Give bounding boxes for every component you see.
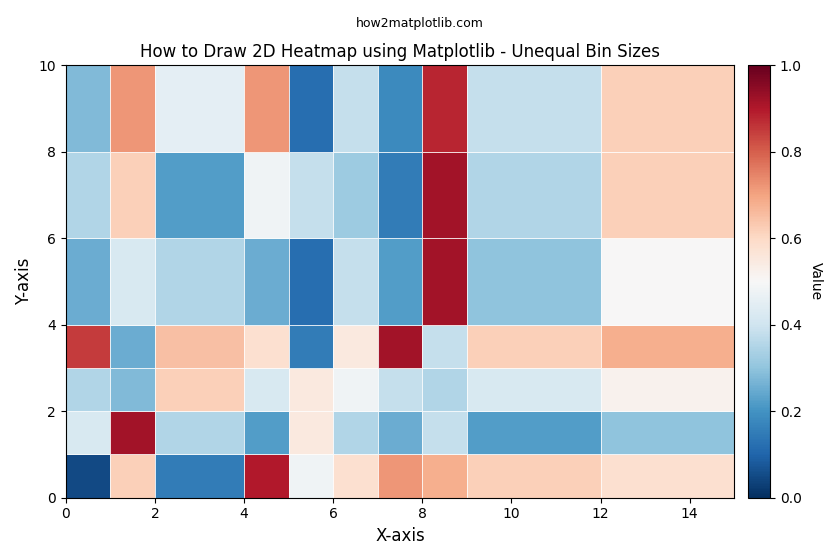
- Bar: [378, 455, 423, 498]
- Bar: [111, 152, 155, 239]
- Bar: [111, 66, 155, 152]
- Bar: [66, 325, 111, 368]
- Bar: [333, 239, 378, 325]
- Bar: [423, 66, 467, 152]
- Bar: [155, 239, 244, 325]
- Bar: [244, 66, 289, 152]
- Bar: [66, 455, 111, 498]
- Bar: [289, 152, 333, 239]
- Bar: [423, 455, 467, 498]
- Bar: [601, 368, 734, 411]
- Bar: [66, 368, 111, 411]
- Bar: [111, 239, 155, 325]
- Bar: [244, 368, 289, 411]
- Bar: [601, 152, 734, 239]
- Bar: [378, 152, 423, 239]
- Bar: [66, 411, 111, 455]
- Bar: [244, 152, 289, 239]
- Bar: [155, 66, 244, 152]
- Y-axis label: Y-axis: Y-axis: [15, 258, 33, 305]
- Bar: [333, 66, 378, 152]
- Bar: [244, 239, 289, 325]
- Bar: [467, 325, 601, 368]
- Bar: [378, 368, 423, 411]
- Bar: [66, 152, 111, 239]
- Bar: [155, 411, 244, 455]
- Bar: [467, 239, 601, 325]
- X-axis label: X-axis: X-axis: [375, 527, 425, 545]
- Bar: [244, 411, 289, 455]
- Bar: [289, 66, 333, 152]
- Bar: [289, 325, 333, 368]
- Bar: [601, 325, 734, 368]
- Bar: [467, 152, 601, 239]
- Bar: [289, 411, 333, 455]
- Bar: [601, 66, 734, 152]
- Bar: [155, 455, 244, 498]
- Bar: [66, 66, 111, 152]
- Bar: [289, 455, 333, 498]
- Bar: [289, 368, 333, 411]
- Bar: [423, 239, 467, 325]
- Bar: [601, 455, 734, 498]
- Bar: [244, 325, 289, 368]
- Bar: [423, 411, 467, 455]
- Y-axis label: Value: Value: [809, 263, 822, 301]
- Bar: [155, 368, 244, 411]
- Bar: [378, 239, 423, 325]
- Bar: [467, 411, 601, 455]
- Bar: [333, 455, 378, 498]
- Bar: [601, 239, 734, 325]
- Bar: [333, 411, 378, 455]
- Bar: [467, 368, 601, 411]
- Bar: [333, 325, 378, 368]
- Bar: [289, 239, 333, 325]
- Bar: [378, 411, 423, 455]
- Title: How to Draw 2D Heatmap using Matplotlib - Unequal Bin Sizes: How to Draw 2D Heatmap using Matplotlib …: [140, 43, 660, 61]
- Bar: [601, 411, 734, 455]
- Bar: [467, 66, 601, 152]
- Bar: [423, 152, 467, 239]
- Bar: [467, 455, 601, 498]
- Bar: [423, 368, 467, 411]
- Bar: [423, 325, 467, 368]
- Text: how2matplotlib.com: how2matplotlib.com: [356, 17, 484, 30]
- Bar: [111, 368, 155, 411]
- Bar: [111, 325, 155, 368]
- Bar: [378, 66, 423, 152]
- Bar: [244, 455, 289, 498]
- Bar: [333, 368, 378, 411]
- Bar: [333, 152, 378, 239]
- Bar: [111, 411, 155, 455]
- Bar: [155, 325, 244, 368]
- Bar: [155, 152, 244, 239]
- Bar: [66, 239, 111, 325]
- Bar: [111, 455, 155, 498]
- Bar: [378, 325, 423, 368]
